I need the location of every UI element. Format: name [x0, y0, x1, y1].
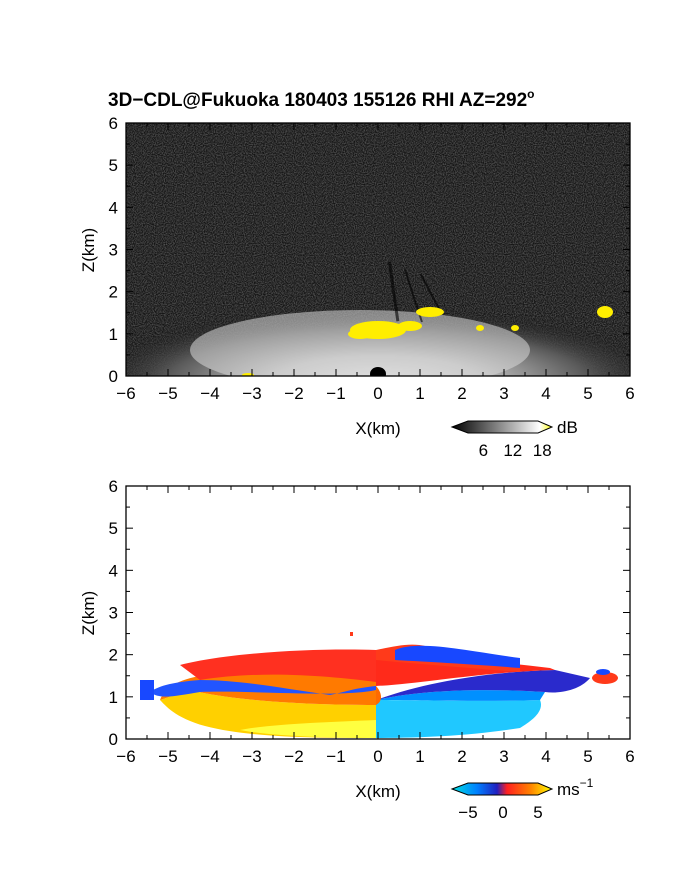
- velocity-x-tick-label: 1: [415, 747, 424, 766]
- velocity-colorbar-unit: ms−1: [557, 776, 594, 799]
- reflectivity-colorbar-tick-label: 6: [479, 441, 488, 460]
- velocity-y-tick-label: 4: [109, 561, 118, 580]
- reflectivity-x-tick-label: −3: [242, 384, 261, 403]
- velocity-colorbar: −5 0 5 ms−1: [450, 776, 594, 822]
- reflectivity-x-tick-label: 6: [625, 384, 634, 403]
- reflectivity-x-tick-label: 0: [373, 384, 382, 403]
- reflectivity-colorbar-tick-label: 12: [503, 441, 522, 460]
- reflectivity-x-label: X(km): [355, 419, 400, 438]
- reflectivity-colorbar-unit: dB: [557, 418, 578, 437]
- reflectivity-y-tick-label: 5: [109, 156, 118, 175]
- reflectivity-x-tick-label: 3: [499, 384, 508, 403]
- reflectivity-x-tick-label: 5: [583, 384, 592, 403]
- reflectivity-x-tick-label: 2: [457, 384, 466, 403]
- velocity-colorbar-unit-exp: −1: [580, 776, 594, 790]
- velocity-y-tick-label: 1: [109, 688, 118, 707]
- chart-title-text: 3D−CDL@Fukuoka 180403 155126 RHI AZ=292: [108, 90, 527, 111]
- reflectivity-y-tick-label: 1: [109, 325, 118, 344]
- velocity-x-tick-label: −4: [200, 747, 219, 766]
- reflectivity-y-tick-label: 3: [109, 241, 118, 260]
- reflectivity-colorbar: 6 12 18 dB: [450, 418, 578, 460]
- velocity-x-tick-label: 2: [457, 747, 466, 766]
- velocity-x-tick-label: 6: [625, 747, 634, 766]
- reflectivity-x-tick-label: 1: [415, 384, 424, 403]
- reflectivity-y-label: Z(km): [79, 228, 98, 272]
- velocity-x-tick-label: 3: [499, 747, 508, 766]
- velocity-colorbar-tick-label: −5: [458, 803, 477, 822]
- reflectivity-colorbar-ticks: 6 12 18: [479, 441, 552, 460]
- velocity-colorbar-tick-label: 0: [498, 803, 507, 822]
- velocity-x-tick-label: 5: [583, 747, 592, 766]
- reflectivity-y-tick-label: 6: [109, 114, 118, 133]
- velocity-colorbar-ticks: −5 0 5: [458, 803, 542, 822]
- reflectivity-x-tick-label: −2: [284, 384, 303, 403]
- velocity-x-tick-label: −6: [116, 747, 135, 766]
- velocity-y-label: Z(km): [79, 591, 98, 635]
- velocity-colorbar-tick-label: 5: [533, 803, 542, 822]
- reflectivity-y-tick-label: 4: [109, 198, 118, 217]
- reflectivity-axes: −6 −5 −4 −3 −2 −1 0 1 2 3 4 5 6 0 1 2 3 4 5 6: [109, 114, 635, 403]
- velocity-x-tick-label: −1: [326, 747, 345, 766]
- reflectivity-x-tick-label: −5: [158, 384, 177, 403]
- velocity-x-tick-label: 0: [373, 747, 382, 766]
- velocity-y-tick-label: 6: [109, 477, 118, 496]
- velocity-x-tick-label: 4: [541, 747, 550, 766]
- velocity-colorbar-unit-base: ms: [557, 780, 580, 799]
- chart-title-degree: o: [527, 87, 534, 101]
- velocity-axes: −6 −5 −4 −3 −2 −1 0 1 2 3 4 5 6 0 1 2 3 4 5 6: [109, 477, 635, 766]
- velocity-x-tick-label: −2: [284, 747, 303, 766]
- velocity-y-tick-label: 5: [109, 519, 118, 538]
- velocity-x-tick-label: −3: [242, 747, 261, 766]
- chart-title: 3D−CDL@Fukuoka 180403 155126 RHI AZ=292o: [108, 87, 535, 111]
- velocity-x-tick-label: −5: [158, 747, 177, 766]
- velocity-y-tick-label: 3: [109, 604, 118, 623]
- reflectivity-x-tick-label: −1: [326, 384, 345, 403]
- reflectivity-high-cells: [242, 306, 613, 376]
- reflectivity-y-tick-label: 2: [109, 283, 118, 302]
- reflectivity-field: [126, 123, 630, 376]
- reflectivity-x-tick-label: 4: [541, 384, 550, 403]
- reflectivity-x-tick-label: −6: [116, 384, 135, 403]
- velocity-x-label: X(km): [355, 782, 400, 801]
- velocity-y-tick-label: 2: [109, 646, 118, 665]
- velocity-y-tick-label: 0: [109, 730, 118, 749]
- reflectivity-colorbar-tick-label: 18: [533, 441, 552, 460]
- reflectivity-x-tick-label: −4: [200, 384, 219, 403]
- velocity-field: [126, 486, 630, 739]
- reflectivity-y-tick-label: 0: [109, 367, 118, 386]
- velocity-panel: −6 −5 −4 −3 −2 −1 0 1 2 3 4 5 6 0 1 2 3 4 5 6 X(km) Z(km) −…: [79, 477, 635, 822]
